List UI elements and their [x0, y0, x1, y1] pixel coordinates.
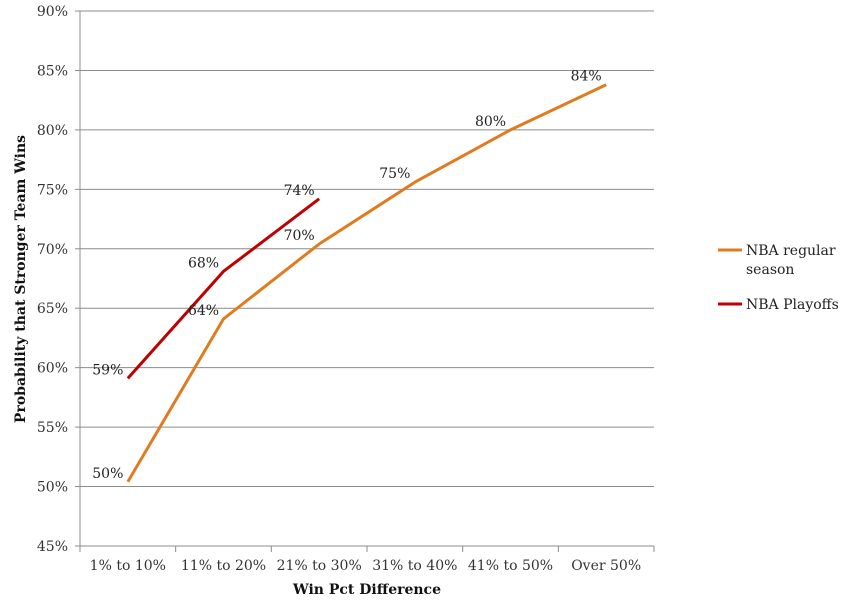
y-tick-labels: 45% 50% 55% 60% 65% 70% 75% 80% 85% 90%	[37, 4, 68, 555]
x-tick-label: 21% to 30%	[277, 558, 362, 574]
series-lines	[126, 83, 607, 483]
data-label: 74%	[284, 183, 315, 199]
y-tick-label: 85%	[37, 63, 68, 79]
y-tick-label: 55%	[37, 420, 68, 436]
data-label: 59%	[92, 362, 123, 378]
gridlines	[75, 10, 655, 552]
data-label: 84%	[571, 69, 602, 85]
x-axis-title: Win Pct Difference	[292, 582, 441, 598]
x-tick-labels: 1% to 10% 11% to 20% 21% to 30% 31% to 40% 4…	[90, 558, 641, 574]
x-tick-label: 1% to 10%	[90, 558, 166, 574]
y-tick-label: 60%	[37, 361, 68, 377]
data-label: 75%	[379, 166, 410, 182]
x-tick-label: 41% to 50%	[468, 558, 553, 574]
y-tick-label: 75%	[37, 182, 68, 198]
y-tick-label: 70%	[37, 242, 68, 258]
x-tick-label: 11% to 20%	[181, 558, 266, 574]
data-label: 68%	[188, 255, 219, 271]
y-tick-label: 50%	[37, 480, 68, 496]
y-axis-title: Probability that Stronger Team Wins	[13, 135, 29, 423]
legend-label: NBA regular season	[746, 243, 836, 278]
data-label: 80%	[475, 114, 506, 130]
x-tick-label: 31% to 40%	[372, 558, 457, 574]
x-tick-label: Over 50%	[571, 558, 641, 574]
data-label: 70%	[284, 228, 315, 244]
data-label: 64%	[188, 303, 219, 319]
series-line	[126, 83, 607, 483]
legend: NBA regular season NBA Playoffs	[718, 243, 839, 313]
y-tick-label: 65%	[37, 301, 68, 317]
y-tick-label: 90%	[37, 4, 68, 20]
legend-label: NBA Playoffs	[746, 297, 839, 313]
y-tick-label: 45%	[37, 539, 68, 555]
data-label: 50%	[92, 466, 123, 482]
series-line	[126, 197, 321, 380]
data-labels: 50% 64% 70% 75% 80% 84% 59% 68% 74%	[92, 69, 601, 482]
y-tick-label: 80%	[37, 123, 68, 139]
